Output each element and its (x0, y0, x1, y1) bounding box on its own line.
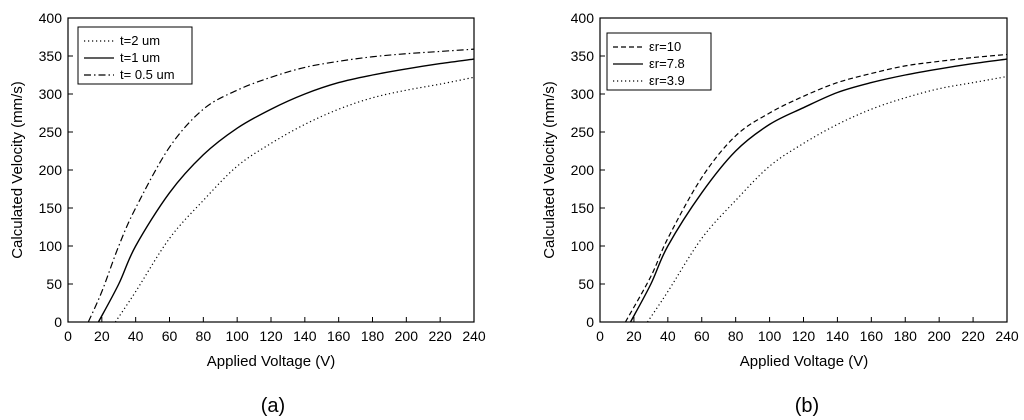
series-lines-a (87, 48, 475, 323)
series-line-dotted (646, 75, 1008, 323)
chart-panel-a: 0 20 40 60 80 100 120 140 160 180 200 220 240 0 50 100… (9, 10, 486, 417)
y-tick-label: 0 (586, 314, 594, 330)
x-tick-label: 140 (293, 328, 317, 344)
y-axis-label-a: Calculated Velocity (mm/s) (9, 81, 26, 259)
y-axis-label-b: Calculated Velocity (mm/s) (541, 81, 558, 259)
y-tick-label: 100 (571, 238, 595, 254)
series-line-solid (629, 58, 1008, 323)
x-tick-label: 140 (826, 328, 850, 344)
y-tick-label: 50 (578, 276, 594, 292)
x-tick-label: 180 (361, 328, 385, 344)
y-ticks-b: 0 50 100 150 200 250 300 350 400 (571, 10, 605, 330)
legend-label: εr=7.8 (649, 56, 685, 71)
x-tick-label: 0 (64, 328, 72, 344)
x-axis-label-b: Applied Voltage (V) (740, 353, 868, 370)
x-tick-label: 180 (894, 328, 918, 344)
x-tick-label: 0 (596, 328, 604, 344)
series-lines-b (624, 53, 1008, 323)
y-tick-label: 350 (39, 48, 63, 64)
y-tick-label: 400 (571, 10, 595, 26)
x-tick-label: 240 (462, 328, 486, 344)
y-tick-label: 100 (39, 238, 63, 254)
x-tick-label: 60 (694, 328, 710, 344)
series-line-dashed (624, 53, 1008, 323)
x-axis-label-a: Applied Voltage (V) (207, 353, 335, 370)
y-tick-label: 300 (39, 86, 63, 102)
series-line-solid (97, 58, 475, 323)
x-tick-label: 200 (927, 328, 951, 344)
x-tick-label: 40 (660, 328, 676, 344)
y-tick-label: 200 (571, 162, 595, 178)
y-tick-label: 300 (571, 86, 595, 102)
panel-caption-b: (b) (795, 395, 819, 417)
x-tick-label: 60 (162, 328, 178, 344)
x-tick-label: 220 (961, 328, 985, 344)
panel-caption-a: (a) (261, 395, 285, 417)
y-tick-label: 250 (571, 124, 595, 140)
y-tick-label: 50 (46, 276, 62, 292)
series-line-dotted (114, 76, 475, 323)
legend-box-b (606, 32, 712, 91)
y-tick-label: 200 (39, 162, 63, 178)
legend-box-a (77, 26, 193, 85)
x-tick-label: 80 (196, 328, 212, 344)
x-tick-label: 40 (128, 328, 144, 344)
x-tick-label: 240 (995, 328, 1019, 344)
legend-b: εr=10 εr=7.8 εr=3.9 (606, 32, 712, 91)
legend-label: t=1 um (120, 50, 160, 65)
x-tick-label: 120 (259, 328, 283, 344)
legend-a: t=2 um t=1 um t= 0.5 um (77, 26, 193, 85)
legend-label: t=2 um (120, 33, 160, 48)
y-tick-label: 350 (571, 48, 595, 64)
x-tick-label: 80 (728, 328, 744, 344)
legend-label: εr=10 (649, 39, 681, 54)
x-tick-label: 120 (792, 328, 816, 344)
y-ticks-a: 0 50 100 150 200 250 300 350 400 (39, 10, 73, 330)
chart-panel-b: 0 20 40 60 80 100 120 140 160 180 200 220 240 0 50 100… (541, 10, 1019, 417)
y-tick-label: 150 (39, 200, 63, 216)
legend-label: t= 0.5 um (120, 67, 175, 82)
y-tick-label: 0 (54, 314, 62, 330)
x-tick-label: 20 (626, 328, 642, 344)
x-tick-label: 160 (860, 328, 884, 344)
x-tick-label: 100 (225, 328, 249, 344)
y-tick-label: 250 (39, 124, 63, 140)
x-tick-label: 220 (428, 328, 452, 344)
legend-label: εr=3.9 (649, 73, 685, 88)
x-tick-label: 20 (94, 328, 110, 344)
x-tick-label: 100 (758, 328, 782, 344)
x-ticks-b: 0 20 40 60 80 100 120 140 160 180 200 220 240 (596, 317, 1019, 344)
x-tick-label: 160 (327, 328, 351, 344)
y-tick-label: 150 (571, 200, 595, 216)
x-tick-label: 200 (395, 328, 419, 344)
series-line-dashdot (87, 48, 475, 323)
x-ticks-a: 0 20 40 60 80 100 120 140 160 180 200 220 240 (64, 317, 486, 344)
y-tick-label: 400 (39, 10, 63, 26)
